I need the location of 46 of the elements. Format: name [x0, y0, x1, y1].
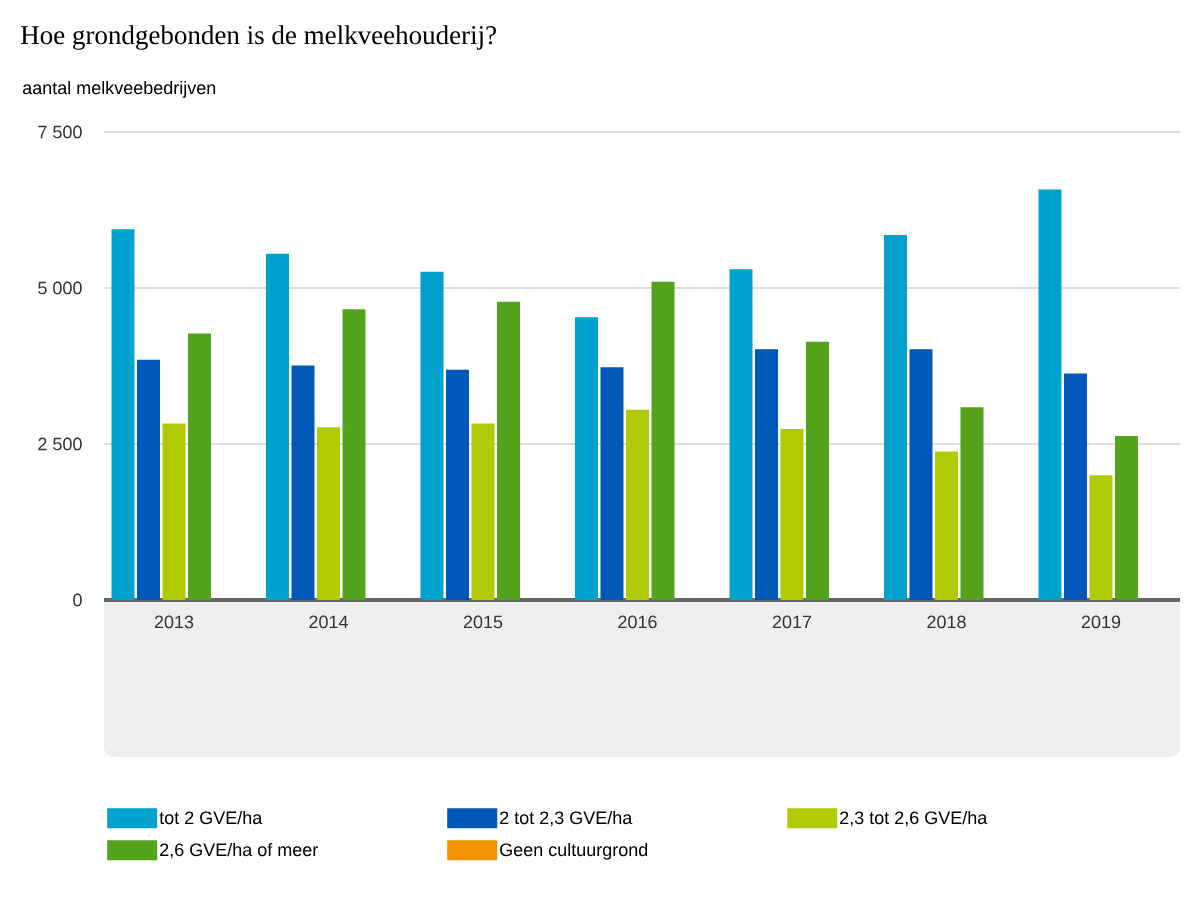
bar: [729, 269, 753, 600]
bar: [1038, 189, 1062, 600]
bar: [137, 359, 160, 600]
bar: [805, 341, 829, 600]
bar: [111, 229, 135, 600]
bar: [420, 271, 444, 600]
bar: [909, 349, 933, 600]
bar: [780, 429, 804, 600]
y-tick-label: 7 500: [38, 125, 82, 139]
x-tick-label: 2016: [618, 615, 657, 629]
bar: [651, 281, 675, 600]
chart-title: Hoe grondgebonden is de melkveehouderij?: [20, 25, 496, 50]
bar: [1089, 475, 1113, 600]
bar: [342, 309, 366, 600]
bar: [574, 317, 598, 600]
legend-label: 2,6 GVE/ha of meer: [160, 842, 318, 859]
legend-label: 2,3 tot 2,6 GVE/ha: [840, 810, 988, 827]
y-tick-label: 0: [73, 593, 82, 607]
y-tick-label: 2 500: [38, 437, 82, 451]
y-tick-label: 5 000: [38, 281, 82, 295]
bar: [934, 451, 958, 600]
bar: [188, 333, 211, 600]
legend-label: 2 tot 2,3 GVE/ha: [500, 810, 633, 827]
x-tick-label: 2018: [927, 615, 966, 629]
bar: [445, 369, 469, 600]
legend-label: tot 2 GVE/ha: [159, 810, 263, 825]
bar: [471, 423, 495, 600]
x-tick-label: 2015: [463, 615, 503, 629]
bar: [1063, 373, 1087, 600]
legend-label: Geen cultuurgrond: [500, 842, 648, 860]
bar: [754, 349, 778, 600]
bar: [496, 301, 520, 600]
x-tick-label: 2013: [154, 615, 194, 629]
bar: [317, 427, 340, 600]
bar: [625, 409, 649, 600]
x-tick-label: 2014: [309, 615, 348, 629]
bar: [1114, 435, 1138, 600]
bar: [291, 365, 315, 600]
x-tick-label: 2019: [1081, 615, 1121, 629]
bar: [265, 253, 289, 600]
x-tick-label: 2017: [772, 615, 812, 629]
y-axis-title: aantal melkveebedrijven: [22, 81, 216, 98]
bar: [600, 367, 624, 600]
bar: [162, 423, 186, 600]
bar: [960, 407, 984, 600]
bar: [883, 234, 907, 600]
